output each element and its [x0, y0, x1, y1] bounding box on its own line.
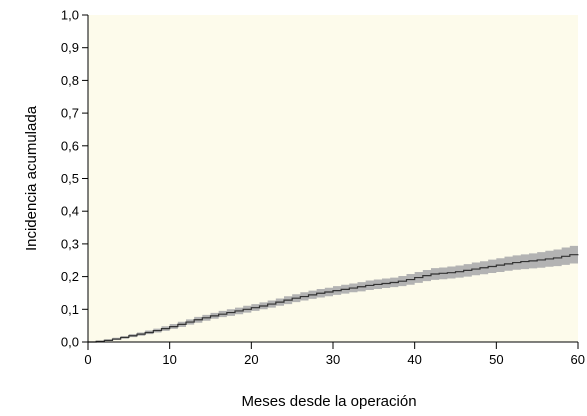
y-tick-label: 0,0 — [61, 335, 79, 350]
y-tick-label: 0,6 — [61, 138, 79, 153]
y-tick-label: 0,3 — [61, 236, 79, 251]
y-tick-label: 1,0 — [61, 8, 79, 23]
x-tick-label: 0 — [84, 352, 91, 367]
y-tick-label: 0,7 — [61, 106, 79, 121]
axes-layer: 0,0 0,1 0,2 0,3 0,4 0,5 0,6 0,7 0,8 0,9 1,0 0 10 20 30… — [61, 8, 585, 368]
y-tick-label: 0,5 — [61, 171, 79, 186]
series-line-layer — [88, 254, 579, 343]
y-tick-label: 0,2 — [61, 269, 79, 284]
x-tick-label: 30 — [326, 352, 340, 367]
y-axis-title: Incidencia acumulada — [23, 105, 40, 251]
y-tick-label: 0,1 — [61, 302, 79, 317]
y-tick-label: 0,4 — [61, 204, 79, 219]
x-tick-label: 40 — [407, 352, 421, 367]
x-tick-label: 10 — [162, 352, 176, 367]
x-tick-label: 50 — [489, 352, 503, 367]
x-tick-label: 20 — [244, 352, 258, 367]
incidence-line — [88, 254, 579, 343]
y-tick-label: 0,9 — [61, 40, 79, 55]
x-axis-title: Meses desde la operación — [241, 393, 416, 410]
y-tick-label: 0,8 — [61, 73, 79, 88]
x-tick-label: 60 — [571, 352, 585, 367]
